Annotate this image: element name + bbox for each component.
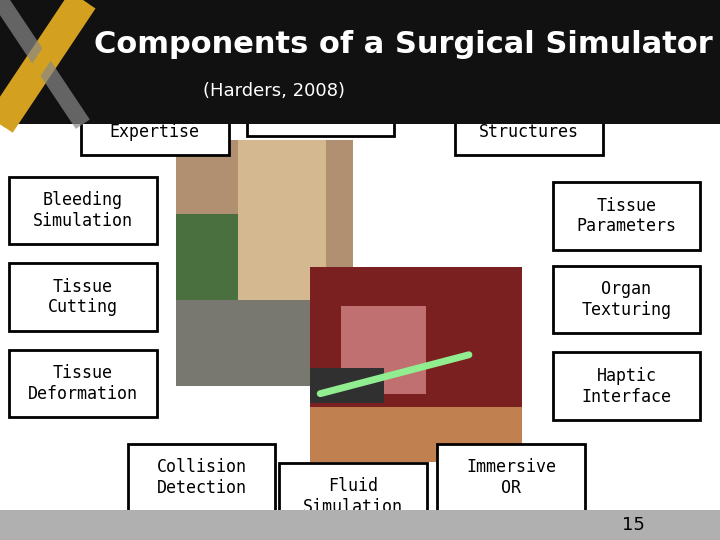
Text: (Harders, 2008): (Harders, 2008) (202, 82, 345, 100)
FancyBboxPatch shape (553, 353, 700, 420)
FancyBboxPatch shape (279, 463, 426, 530)
FancyBboxPatch shape (176, 140, 353, 386)
FancyBboxPatch shape (553, 266, 700, 333)
FancyBboxPatch shape (553, 183, 700, 249)
Text: Bleeding
Simulation: Bleeding Simulation (33, 191, 132, 230)
FancyBboxPatch shape (310, 267, 522, 462)
FancyBboxPatch shape (341, 306, 426, 394)
FancyBboxPatch shape (310, 407, 522, 462)
FancyBboxPatch shape (310, 267, 522, 413)
FancyBboxPatch shape (310, 368, 384, 403)
FancyBboxPatch shape (0, 510, 720, 540)
Text: Clinical
Expertise: Clinical Expertise (110, 102, 200, 141)
FancyBboxPatch shape (438, 444, 585, 512)
FancyBboxPatch shape (238, 140, 326, 300)
FancyBboxPatch shape (455, 87, 603, 156)
Text: Immersive
OR: Immersive OR (467, 458, 557, 497)
FancyBboxPatch shape (128, 444, 276, 512)
FancyBboxPatch shape (9, 177, 157, 244)
FancyBboxPatch shape (9, 350, 157, 417)
FancyBboxPatch shape (176, 214, 238, 312)
Text: 15: 15 (622, 516, 645, 534)
Text: Haptic
Interface: Haptic Interface (582, 367, 671, 406)
Text: Tissue
Parameters: Tissue Parameters (577, 197, 676, 235)
Text: Tissue
Cutting: Tissue Cutting (48, 278, 118, 316)
Text: Fluid
Simulation: Fluid Simulation (303, 477, 402, 516)
Text: Tissue
Deformation: Tissue Deformation (28, 364, 138, 403)
FancyBboxPatch shape (9, 263, 157, 330)
Text: Components of a Surgical Simulator: Components of a Surgical Simulator (94, 30, 713, 59)
Text: Organ
Texturing: Organ Texturing (582, 280, 671, 319)
Text: Collision
Detection: Collision Detection (157, 458, 246, 497)
Text: Vascular
Structures: Vascular Structures (480, 102, 579, 141)
FancyBboxPatch shape (246, 69, 395, 136)
FancyBboxPatch shape (0, 124, 720, 510)
FancyBboxPatch shape (81, 87, 229, 156)
Text: Model
Generation: Model Generation (271, 83, 370, 122)
FancyBboxPatch shape (176, 140, 353, 275)
FancyBboxPatch shape (0, 0, 720, 124)
FancyBboxPatch shape (176, 300, 353, 386)
